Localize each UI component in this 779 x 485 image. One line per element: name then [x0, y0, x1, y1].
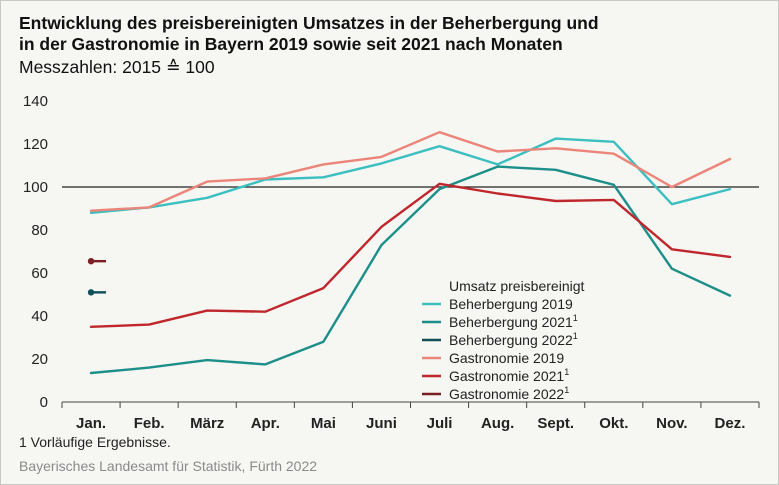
legend-title: Umsatz preisbereinigt: [449, 278, 584, 294]
legend-label: Gastronomie 20221: [449, 385, 569, 402]
series-line: [89, 137, 732, 215]
series-line: [89, 165, 732, 375]
y-tick-label: 120: [23, 136, 48, 153]
series-line: [89, 130, 732, 212]
y-tick-label: 60: [31, 265, 48, 282]
x-tick-label: Jan.: [76, 415, 106, 432]
chart-title: Entwicklung des preisbereinigten Umsatze…: [19, 13, 759, 55]
x-tick-label: Dez.: [715, 415, 746, 432]
x-tick-label: Okt.: [599, 415, 628, 432]
x-tick-label: Sept.: [537, 415, 574, 432]
legend-label: Beherbergung 20211: [449, 313, 578, 330]
series-point: [87, 257, 95, 265]
x-tick-label: Aug.: [481, 415, 514, 432]
y-tick-label: 80: [31, 222, 48, 239]
y-tick-label: 20: [31, 351, 48, 368]
x-tick-label: Apr.: [251, 415, 280, 432]
y-tick-label: 100: [23, 179, 48, 196]
legend-label: Gastronomie 2019: [449, 350, 564, 366]
y-tick-label: 0: [40, 394, 48, 411]
x-tick-label: Juni: [366, 415, 397, 432]
chart-subtitle: Messzahlen: 2015 ≙ 100: [19, 57, 215, 77]
x-tick-label: Juli: [427, 415, 453, 432]
source-note: Bayerisches Landesamt für Statistik, Für…: [19, 458, 318, 474]
series-line: [89, 182, 732, 328]
y-tick-label: 140: [23, 93, 48, 110]
x-tick-label: Feb.: [134, 415, 165, 432]
chart-title-line-1: Entwicklung des preisbereinigten Umsatze…: [19, 13, 599, 33]
legend-label: Beherbergung 2019: [449, 296, 573, 312]
chart-title-line-2: in der Gastronomie in Bayern 2019 sowie …: [19, 34, 563, 54]
footnote: 1 Vorläufige Ergebnisse.: [19, 434, 171, 450]
legend-label: Gastronomie 20211: [449, 367, 569, 384]
y-tick-label: 40: [31, 308, 48, 325]
x-tick-label: März: [190, 415, 224, 432]
x-tick-label: Nov.: [656, 415, 687, 432]
x-tick-label: Mai: [311, 415, 336, 432]
series-point: [87, 289, 95, 296]
legend-label: Beherbergung 20221: [449, 331, 578, 348]
